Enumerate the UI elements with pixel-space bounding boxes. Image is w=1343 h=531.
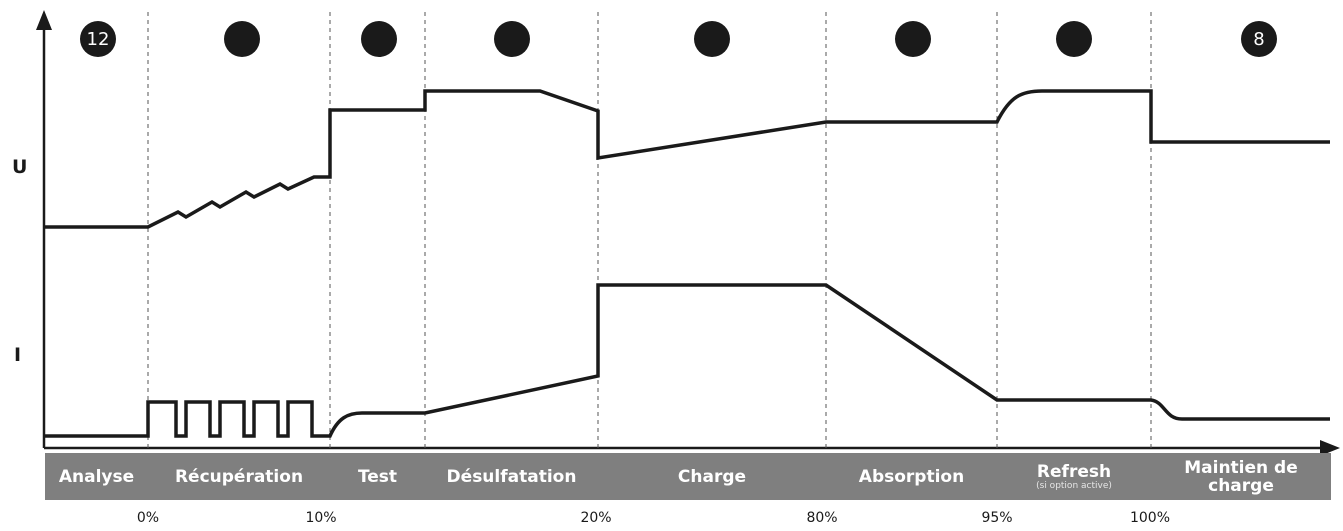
pct-label-20: 20% [580,510,612,526]
phase-label: Maintien de charge [1184,457,1298,496]
phase-separators [147,12,1152,448]
phase-label: Absorption [858,466,965,487]
phase-recuperation: Récupération [148,453,330,500]
step-marker-6 [895,21,931,57]
phase-label: Refresh [1036,461,1112,482]
phase-maintien: Maintien de charge [1151,453,1331,500]
x-axis-arrow [1320,440,1340,456]
step-marker-4 [494,21,530,57]
step-marker-2 [224,21,260,57]
phase-charge: Charge [598,453,826,500]
step-marker-7 [1056,21,1092,57]
step-marker-3 [361,21,397,57]
step-marker-8: 8 [1241,21,1277,57]
phase-sublabel: (si option active) [1036,480,1112,491]
y-axis-arrow [36,10,52,30]
phase-refresh: Refresh (si option active) [997,453,1151,500]
pct-label-10: 10% [305,510,337,526]
u-axis-label: U [12,156,28,178]
phase-absorption: Absorption [826,453,997,500]
step-marker-5 [694,21,730,57]
phase-label: Désulfatation [446,466,577,487]
phase-label: Test [357,466,398,487]
phase-label: Récupération [174,466,304,487]
i-axis-label: I [14,344,22,366]
pct-label-95: 95% [981,510,1013,526]
phase-analyse: Analyse [45,453,148,500]
pct-label-0: 0% [136,510,160,526]
pct-label-80: 80% [806,510,838,526]
phase-desulfatation: Désulfatation [425,453,598,500]
pct-label-100: 100% [1129,510,1171,526]
phase-test: Test [330,453,425,500]
voltage-curve [44,89,1330,229]
current-curve [44,283,1330,438]
phase-label: Charge [677,466,747,487]
step-marker-1: 12 [80,21,116,57]
phase-label: Analyse [58,466,135,487]
phase-bar [45,453,1331,500]
